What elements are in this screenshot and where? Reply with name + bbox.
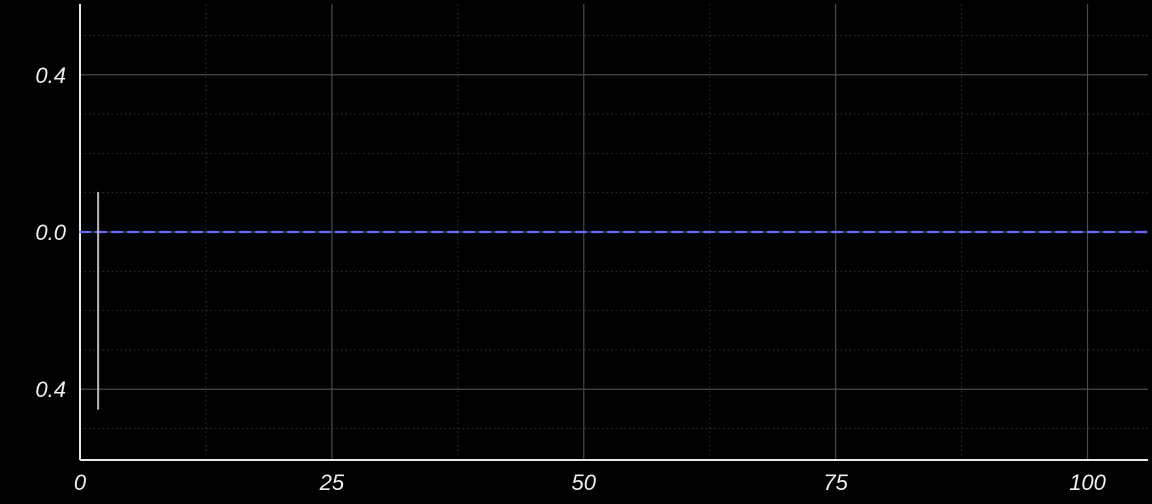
y-tick-label: 0.0 (35, 220, 66, 245)
x-tick-label: 0 (74, 470, 87, 495)
x-tick-label: 50 (572, 470, 597, 495)
y-tick-label: 0.4 (35, 63, 66, 88)
x-tick-label: 100 (1069, 470, 1106, 495)
y-tick-label: 0.4 (35, 377, 66, 402)
x-tick-label: 75 (823, 470, 848, 495)
chart-plot: 0 25 50 75 100 0.4 0.0 0.4 (0, 0, 1152, 504)
x-tick-label: 25 (319, 470, 345, 495)
